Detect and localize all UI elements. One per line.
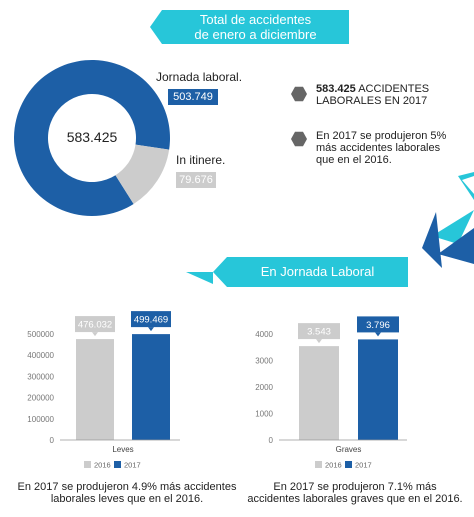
bar-2016 (299, 346, 339, 440)
legend-swatch-2016 (315, 461, 322, 468)
y-tick-label: 100000 (27, 415, 54, 424)
x-axis-label: Leves (112, 445, 133, 454)
donut-slice-laboral (13, 60, 170, 216)
legend-label-2016: 2016 (94, 461, 111, 470)
data-label-box (298, 323, 340, 340)
y-tick-label: 500000 (27, 330, 54, 339)
y-tick-label: 1000 (255, 410, 273, 419)
data-label-box (357, 316, 399, 333)
banner-tail-left (186, 272, 213, 284)
legend-swatch-2016 (84, 461, 91, 468)
legend-label-2017: 2017 (124, 461, 141, 470)
y-tick-label: 3000 (255, 357, 273, 366)
data-label-pointer (375, 332, 381, 337)
bar-2016 (76, 339, 114, 440)
total-accidents-banner: Total de accidentes de enero a diciembre (162, 10, 349, 44)
stat-total-bold: 583.425 (316, 83, 356, 95)
data-label-pointer (148, 327, 154, 332)
data-label-pointer (92, 332, 98, 337)
caption-leves: En 2017 se produjeron 4.9% más accidente… (17, 481, 237, 505)
hexagon-icon (291, 86, 307, 102)
decorative-shapes (422, 172, 474, 268)
laboral-label: Jornada laboral. (156, 70, 243, 84)
y-tick-label: 200000 (27, 394, 54, 403)
jornada-banner: En Jornada Laboral (227, 257, 408, 287)
laboral-value: 503.749 (168, 89, 218, 105)
y-tick-label: 4000 (255, 330, 273, 339)
banner-notch-left (150, 10, 162, 44)
itinere-label: In itinere. (176, 153, 226, 167)
data-label: 3.796 (366, 320, 390, 331)
stat-total: 583.425 ACCIDENTES LABORALES EN 2017 (316, 83, 436, 107)
banner-line-2: de enero a diciembre (194, 27, 317, 42)
data-label-box (131, 311, 171, 328)
y-tick-label: 0 (269, 436, 274, 445)
bar-chart-leves: 0 100000 200000 300000 400000 500000 476.032 49… (27, 311, 180, 470)
bar-chart-graves: 0 1000 2000 3000 4000 3.543 3.796 Graves 2016 201… (255, 316, 407, 470)
y-tick-label: 300000 (27, 372, 54, 381)
caption-graves: En 2017 se produjeron 7.1% más accidente… (247, 481, 463, 505)
legend-swatch-2017 (114, 461, 121, 468)
hexagon-icon (291, 131, 307, 147)
stat-total-rest: ACCIDENTES LABORALES EN 2017 (316, 83, 430, 107)
bar-2017 (132, 334, 170, 440)
data-label: 3.543 (307, 327, 331, 338)
legend-swatch-2017 (345, 461, 352, 468)
y-tick-label: 2000 (255, 383, 273, 392)
data-label: 499.469 (134, 315, 168, 326)
donut-total: 583.425 (66, 129, 118, 145)
banner-notch-left (213, 257, 227, 287)
itinere-value: 79.676 (176, 172, 216, 188)
legend-label-2017: 2017 (355, 461, 372, 470)
y-tick-label: 0 (50, 436, 55, 445)
data-label: 476.032 (78, 320, 112, 331)
banner-line-1: Total de accidentes (199, 12, 312, 27)
stat-increase: En 2017 se produjeron 5% más accidentes … (316, 130, 447, 166)
donut-chart (13, 60, 170, 216)
y-tick-label: 400000 (27, 351, 54, 360)
bar-2017 (358, 339, 398, 440)
x-axis-label: Graves (336, 445, 362, 454)
donut-slice-itinere (115, 144, 170, 204)
data-label-pointer (316, 339, 322, 344)
data-label-box (75, 316, 115, 333)
legend-label-2016: 2016 (325, 461, 342, 470)
